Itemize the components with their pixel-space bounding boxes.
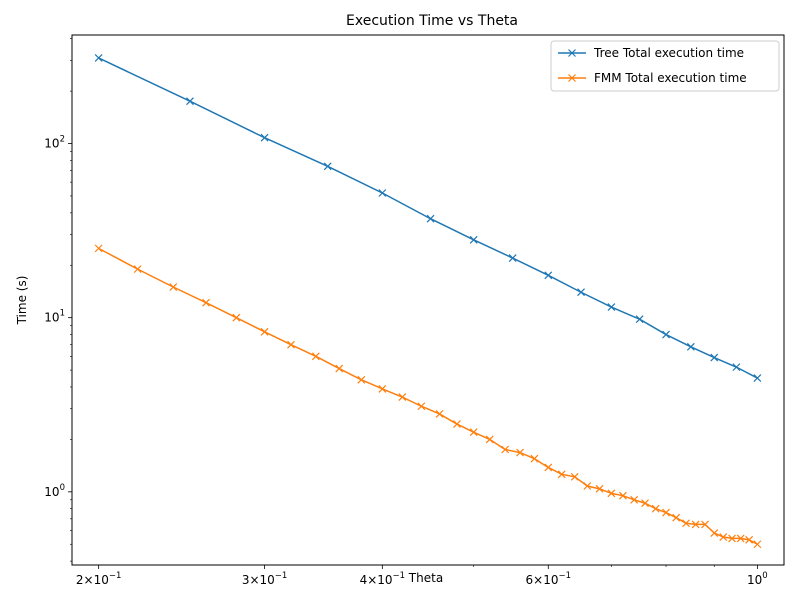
data-point-marker	[701, 520, 709, 529]
data-point-marker	[753, 540, 762, 549]
data-point-marker	[577, 288, 585, 297]
data-point-marker	[728, 534, 736, 543]
legend-marker-tree	[568, 49, 576, 57]
data-point-marker	[323, 162, 332, 171]
data-point-marker	[607, 489, 616, 498]
data-point-marker	[435, 410, 444, 418]
data-point-marker	[651, 504, 660, 513]
legend-box	[550, 40, 780, 92]
data-point-marker	[335, 364, 344, 373]
y-tick-label: 102	[44, 135, 65, 151]
data-point-marker	[710, 353, 719, 362]
data-point-marker	[672, 513, 681, 522]
data-point-marker	[260, 327, 269, 336]
data-point-marker	[662, 330, 670, 339]
data-point-marker	[417, 402, 426, 411]
data-point-marker	[544, 463, 553, 472]
data-point-marker	[232, 313, 241, 322]
data-point-marker	[719, 533, 728, 541]
x-axis-label: Theta	[408, 571, 443, 585]
data-point-marker	[378, 384, 387, 393]
data-point-marker	[557, 470, 566, 479]
data-point-marker	[753, 374, 762, 382]
data-point-marker	[186, 97, 194, 106]
data-point-marker	[287, 340, 295, 349]
data-point-marker	[544, 271, 553, 280]
data-point-marker	[469, 428, 478, 437]
data-point-marker	[662, 508, 670, 517]
data-point-marker	[516, 448, 524, 457]
data-point-marker	[570, 472, 579, 481]
data-point-marker	[736, 534, 745, 543]
plot-frame	[71, 34, 785, 566]
data-point-marker	[398, 393, 407, 402]
data-point-marker	[357, 375, 366, 384]
legend: Tree Total execution time FMM Total exec…	[550, 40, 780, 92]
data-point-marker	[682, 519, 690, 528]
legend-label-tree: Tree Total execution time	[593, 46, 744, 60]
data-point-marker	[635, 315, 644, 324]
y-tick-label: 101	[44, 309, 65, 325]
data-point-marker	[583, 482, 592, 490]
data-point-marker	[202, 298, 210, 307]
data-point-marker	[618, 491, 627, 500]
data-point-marker	[732, 363, 741, 372]
data-point-marker	[94, 244, 103, 253]
data-point-marker	[485, 435, 494, 444]
data-point-marker	[691, 520, 700, 529]
data-point-marker	[453, 420, 461, 428]
data-point-marker	[508, 254, 517, 262]
data-point-marker	[607, 303, 616, 312]
data-point-marker	[378, 189, 387, 197]
data-point-marker	[710, 529, 719, 537]
data-point-marker	[169, 283, 178, 291]
data-point-marker	[641, 499, 649, 508]
y-tick-label: 100	[44, 483, 65, 499]
data-point-marker	[311, 352, 320, 361]
chart-title: Execution Time vs Theta	[346, 13, 518, 29]
y-axis-label: Time (s)	[15, 276, 29, 326]
legend-label-fmm: FMM Total execution time	[594, 71, 747, 85]
data-point-marker	[501, 445, 510, 454]
data-point-marker	[745, 535, 754, 544]
data-point-marker	[94, 54, 103, 62]
data-point-marker	[686, 342, 695, 351]
data-point-marker	[260, 133, 269, 142]
series-layer	[94, 54, 762, 549]
legend-marker-fmm	[568, 74, 576, 82]
data-point-marker	[426, 214, 435, 223]
data-point-marker	[133, 265, 142, 274]
data-point-marker	[530, 454, 539, 463]
data-point-marker	[469, 235, 478, 244]
data-point-marker	[595, 484, 604, 493]
data-point-marker	[630, 495, 639, 504]
